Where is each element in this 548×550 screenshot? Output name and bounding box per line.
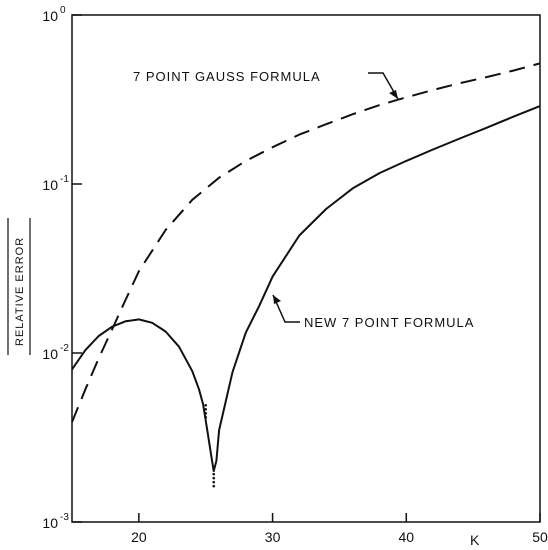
dip-dot: [204, 403, 208, 407]
x-axis-label: K: [470, 532, 480, 548]
y-axis-label: RELATIVE ERROR: [14, 237, 26, 346]
plot-frame: [71, 14, 541, 523]
new-formula-annotation-label: NEW 7 POINT FORMULA: [304, 315, 474, 330]
x-tick-label: 30: [265, 529, 281, 545]
series-layer: [71, 62, 541, 488]
y-tick-label: 10: [42, 346, 58, 362]
y-tick-label: 10: [42, 8, 58, 24]
gauss-annotation-label: 7 POINT GAUSS FORMULA: [133, 69, 321, 84]
new-formula-line: [71, 105, 541, 473]
gauss-formula-line: [71, 62, 541, 423]
gauss-annotation-arrowhead: [389, 90, 398, 99]
new-formula-annotation-arrowhead: [273, 295, 281, 304]
dip-dot: [212, 484, 216, 488]
y-tick-exponent: 0: [60, 5, 66, 16]
y-tick-exponent: -3: [60, 512, 69, 523]
y-tick-exponent: -1: [60, 174, 69, 185]
y-tick-label: 10: [42, 515, 58, 531]
x-tick-label: 40: [398, 529, 414, 545]
x-tick-label: 50: [532, 529, 548, 545]
x-tick-label: 20: [131, 529, 147, 545]
y-tick-label: 10: [42, 177, 58, 193]
x-axis-ticks: 20 30 40 50: [131, 513, 548, 545]
dip-dot: [204, 411, 208, 415]
dip-dot: [204, 415, 208, 419]
dip-dot: [212, 480, 216, 484]
dip-dot: [212, 476, 216, 480]
new-formula-annotation-arrow: [272, 294, 300, 323]
gauss-annotation-arrow: [368, 72, 399, 100]
plot-border: [71, 14, 541, 523]
dip-dot: [212, 472, 216, 476]
y-axis-label-group: RELATIVE ERROR: [7, 218, 31, 355]
y-tick-exponent: -2: [60, 343, 69, 354]
dip-dot: [204, 407, 208, 411]
